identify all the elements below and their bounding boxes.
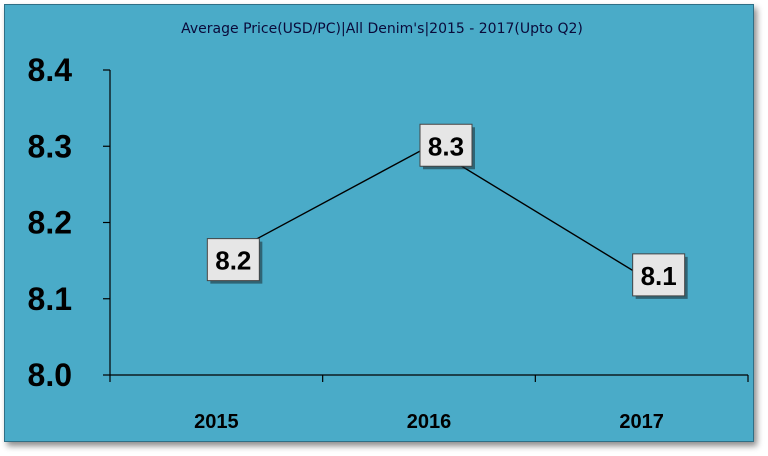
- y-tick-label: 8.3: [28, 128, 72, 164]
- y-tick-label: 8.4: [28, 52, 73, 88]
- data-label: 8.3: [419, 123, 475, 170]
- y-tick-label: 8.1: [28, 281, 72, 317]
- data-label: 8.1: [632, 253, 688, 299]
- x-tick-label: 2017: [619, 411, 664, 433]
- x-tick-label: 2016: [407, 411, 452, 433]
- y-tick-label: 8.2: [28, 205, 72, 241]
- chart-frame: [4, 4, 754, 442]
- x-tick-label: 2015: [194, 411, 239, 433]
- data-label-text: 8.3: [428, 131, 464, 161]
- chart-title: Average Price(USD/PC)|All Denim's|2015 -…: [181, 21, 583, 37]
- data-label-text: 8.2: [215, 246, 251, 276]
- data-label-text: 8.1: [641, 261, 677, 291]
- data-label: 8.2: [206, 238, 263, 284]
- y-tick-label: 8.0: [28, 357, 72, 393]
